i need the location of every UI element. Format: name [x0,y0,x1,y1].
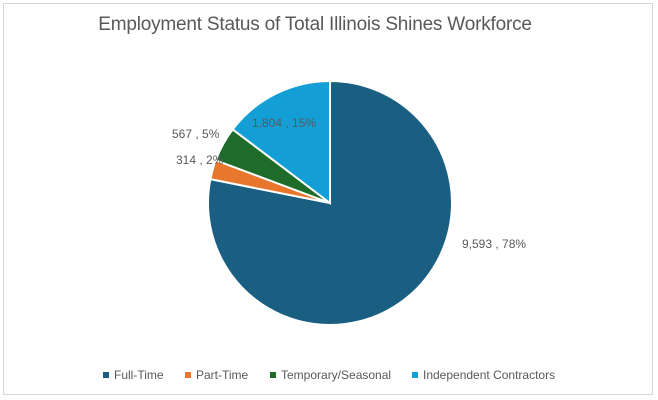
legend-swatch-full-time [103,372,109,378]
pie-data-labels: 9,593 , 78% 314 , 2% 567 , 5% 1,804 , 15… [172,116,526,251]
legend-swatch-part-time [185,372,191,378]
pie-slice-independent-contractors [231,79,331,206]
chart-title: Employment Status of Total Illinois Shin… [98,14,532,35]
legend-item-temporary-seasonal: Temporary/Seasonal [270,366,391,384]
legend-label-part-time: Part-Time [196,368,249,382]
legend-label-full-time: Full-Time [114,368,164,382]
data-label-part-time: 314 , 2% [176,153,224,167]
pie-slices [207,79,453,326]
data-label-temporary-seasonal: 567 , 5% [172,127,220,141]
legend-item-part-time: Part-Time [185,366,248,384]
legend-label-temporary-seasonal: Temporary/Seasonal [281,368,392,382]
chart-legend: Full-Time Part-Time Temporary/Seasonal I… [0,366,658,384]
legend-item-full-time: Full-Time [103,366,164,384]
data-label-independent-contractors: 1,804 , 15% [252,116,316,130]
data-label-full-time: 9,593 , 78% [462,237,526,251]
legend-swatch-temporary-seasonal [270,372,276,378]
legend-item-independent-contractors: Independent Contractors [412,366,555,384]
legend-swatch-independent-contractors [412,372,418,378]
legend-label-independent-contractors: Independent Contractors [423,368,556,382]
